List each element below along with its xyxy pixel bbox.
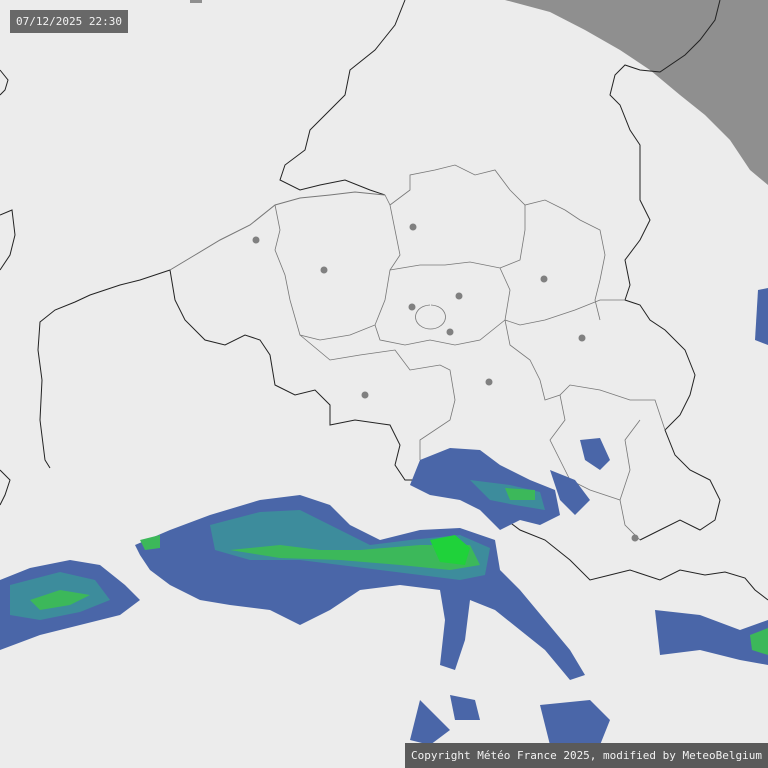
city-marker [578,334,586,342]
copyright-notice: Copyright Météo France 2025, modified by… [405,743,768,768]
city-marker [409,223,417,231]
national-borders [0,0,768,601]
city-marker [631,534,639,542]
out-of-range-area [505,0,768,185]
city-markers [252,223,639,542]
city-marker [540,275,548,283]
city-marker [455,292,463,300]
city-marker [485,378,493,386]
city-marker [408,303,416,311]
precipitation-echoes [0,288,768,745]
out-of-range-area-small [190,0,202,3]
city-marker [446,328,454,336]
province-borders [274,164,666,541]
city-marker [320,266,328,274]
timestamp-label: 07/12/2025 22:30 [10,10,128,33]
city-marker [252,236,260,244]
city-marker [361,391,369,399]
